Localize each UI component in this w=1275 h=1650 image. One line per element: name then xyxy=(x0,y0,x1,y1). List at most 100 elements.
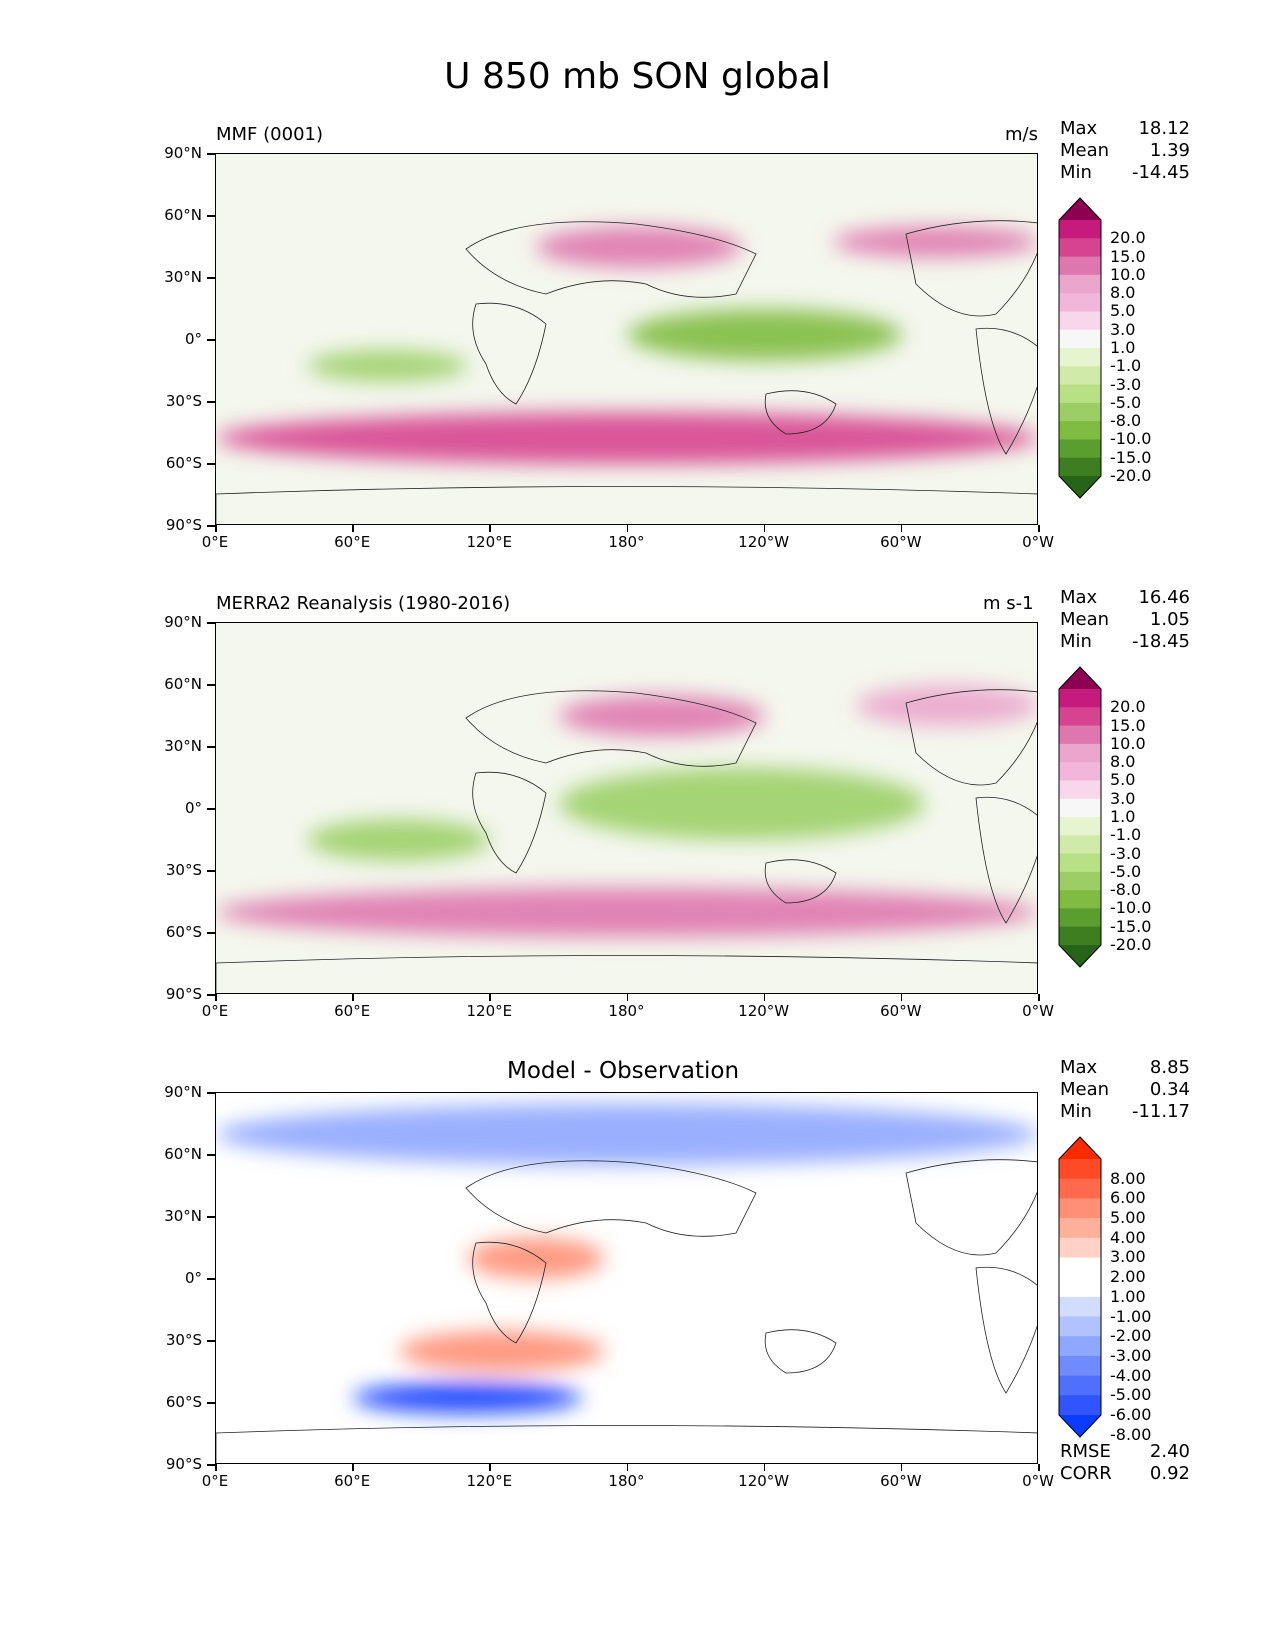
lat-tick-label: 0° xyxy=(184,1269,202,1287)
lat-tick-label: 90°N xyxy=(164,613,202,631)
field-feature xyxy=(467,1237,605,1279)
lat-tick-label: 60°S xyxy=(165,1393,202,1411)
figure-title: U 850 mb SON global xyxy=(444,56,831,97)
colorbar-segment xyxy=(1059,926,1101,946)
coastline xyxy=(905,689,1037,786)
panel-units-label: m/s xyxy=(1005,124,1038,145)
lat-tick-label: 60°N xyxy=(164,206,202,224)
lon-tick-mark xyxy=(900,1464,903,1471)
colorbar-tick-label: -1.00 xyxy=(1110,1306,1152,1326)
lon-tick-label: 60°E xyxy=(334,533,371,551)
coastline xyxy=(905,220,1037,317)
colorbar-extend-min xyxy=(1059,945,1101,967)
lon-tick-label: 120°E xyxy=(466,1472,513,1490)
coastline xyxy=(216,486,1037,524)
colorbar-segment xyxy=(1059,689,1101,708)
lat-tick-label: 30°S xyxy=(165,392,202,410)
lon-tick-label: 0°W xyxy=(1022,533,1054,551)
lon-tick-mark xyxy=(763,1464,766,1471)
coastline xyxy=(465,1160,757,1237)
colorbar-tick-label: 6.00 xyxy=(1110,1188,1146,1208)
map-2 xyxy=(215,622,1038,994)
lat-tick-label: 30°N xyxy=(164,737,202,755)
lon-tick-mark xyxy=(626,525,628,532)
lat-tick-mark xyxy=(207,463,215,465)
colorbar-tick-label: -15.0 xyxy=(1110,447,1152,467)
stat-mean: Mean 1.05 xyxy=(1060,609,1190,630)
colorbar-tick-label: 1.00 xyxy=(1110,1286,1146,1306)
colorbar-segment xyxy=(1059,293,1101,312)
colorbar-extend-max xyxy=(1059,198,1101,220)
field-feature xyxy=(216,412,1037,464)
lon-tick-label: 120°W xyxy=(738,533,790,551)
lon-tick-label: 60°E xyxy=(334,1002,371,1020)
lat-tick-mark xyxy=(207,277,215,279)
colorbar-segment xyxy=(1059,1178,1101,1199)
lat-tick-label: 30°S xyxy=(165,1331,202,1349)
colorbar-segment xyxy=(1059,743,1101,763)
lat-tick-label: 90°N xyxy=(164,144,202,162)
colorbar-tick-label: 1.0 xyxy=(1110,338,1136,357)
colorbar-segment xyxy=(1059,1159,1101,1180)
colorbar-segment xyxy=(1059,725,1101,745)
map-field xyxy=(216,1093,1037,1463)
field-feature xyxy=(536,226,742,268)
colorbar-segment xyxy=(1059,1375,1101,1396)
colorbar-tick-label: 5.0 xyxy=(1110,770,1136,790)
colorbar-tick-label: 2.00 xyxy=(1110,1267,1146,1287)
lat-tick-mark xyxy=(207,932,215,934)
lon-tick-mark xyxy=(763,994,766,1001)
lat-tick-label: 0° xyxy=(184,799,202,817)
colorbar-tick-label: -20.0 xyxy=(1110,935,1152,954)
colorbar-segment xyxy=(1059,384,1101,404)
lon-tick-label: 120°E xyxy=(466,533,513,551)
lat-tick-mark xyxy=(207,684,215,686)
panel-left-label: MERRA2 Reanalysis (1980-2016) xyxy=(216,593,511,614)
lon-tick-mark xyxy=(900,525,903,532)
lon-tick-mark xyxy=(626,994,628,1001)
colorbar-tick-label: -20.0 xyxy=(1110,466,1152,485)
lon-tick-mark xyxy=(352,1464,354,1471)
panel-left-label: MMF (0001) xyxy=(216,124,323,145)
lat-tick-label: 60°N xyxy=(164,1145,202,1163)
field-feature xyxy=(558,695,765,737)
colorbar xyxy=(1058,1136,1102,1438)
lon-tick-mark xyxy=(215,525,217,532)
colorbar-tick-label: 3.0 xyxy=(1110,788,1136,808)
colorbar-segment xyxy=(1059,1277,1101,1298)
lat-tick-label: 90°N xyxy=(164,1083,202,1101)
colorbar xyxy=(1058,666,1102,968)
colorbar-segment xyxy=(1059,1257,1101,1278)
colorbar-segment xyxy=(1059,798,1101,818)
lat-tick-label: 0° xyxy=(184,330,202,348)
colorbar-tick-label: -3.00 xyxy=(1110,1345,1152,1365)
panel-center-label: Model - Observation xyxy=(507,1058,740,1084)
colorbar-extend-max xyxy=(1059,667,1101,689)
colorbar-tick-label: 5.00 xyxy=(1110,1208,1146,1228)
colorbar-tick-label: -8.0 xyxy=(1110,880,1142,900)
lon-tick-label: 120°W xyxy=(738,1002,790,1020)
colorbar-tick-label: -10.0 xyxy=(1110,429,1152,449)
lon-tick-mark xyxy=(215,994,217,1001)
field-feature xyxy=(216,887,1037,938)
coastline xyxy=(472,302,547,405)
field-feature xyxy=(307,350,468,382)
coastline xyxy=(764,390,837,435)
coastline xyxy=(216,955,1037,993)
colorbar-tick-label: 5.0 xyxy=(1110,301,1136,321)
colorbar-tick-label: 15.0 xyxy=(1110,715,1146,735)
colorbar-segment xyxy=(1059,421,1101,440)
lon-tick-mark xyxy=(763,525,766,532)
lon-tick-label: 60°E xyxy=(334,1472,371,1490)
coastline xyxy=(472,771,547,874)
stat-max: Max 8.85 xyxy=(1060,1057,1190,1078)
colorbar-segment xyxy=(1059,311,1101,331)
lon-tick-label: 180° xyxy=(608,1472,645,1490)
colorbar-segment xyxy=(1059,348,1101,367)
colorbar-segment xyxy=(1059,1395,1101,1416)
lat-tick-mark xyxy=(207,1464,215,1466)
colorbar-tick-label: 10.0 xyxy=(1110,733,1146,753)
lat-tick-mark xyxy=(207,1216,215,1218)
colorbar-tick-label: -4.00 xyxy=(1110,1365,1152,1385)
colorbar-tick-label: 3.00 xyxy=(1110,1247,1146,1267)
